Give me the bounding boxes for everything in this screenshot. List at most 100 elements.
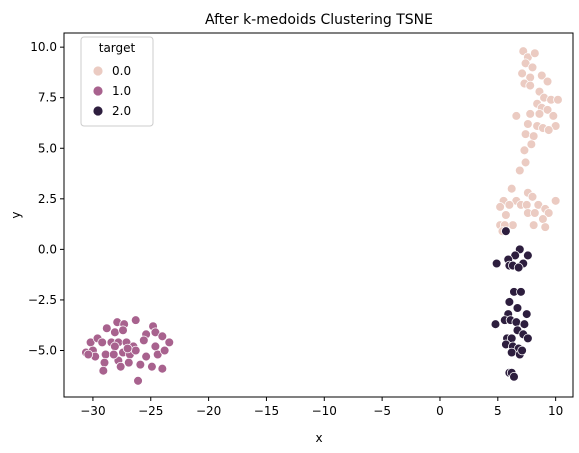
- data-point-series-0-50: [508, 220, 518, 230]
- y-tick-label: 5.0: [38, 141, 57, 155]
- y-tick-label: 7.5: [38, 91, 57, 105]
- data-point-series-2-9: [513, 262, 524, 273]
- data-point-series-0-35: [527, 192, 538, 202]
- data-point-series-0-25: [550, 121, 561, 131]
- data-point-series-0-49: [538, 214, 548, 224]
- legend-label-0: 0.0: [112, 64, 131, 78]
- data-point-series-0-53: [528, 220, 539, 230]
- data-point-series-0-43: [550, 196, 561, 206]
- legend-label-1: 1.0: [112, 84, 131, 98]
- data-point-series-0-54: [540, 222, 551, 232]
- data-point-series-2-0: [501, 226, 511, 236]
- data-point-series-1-3: [102, 323, 112, 334]
- data-point-series-0-27: [528, 131, 539, 141]
- legend-marker-0: [92, 65, 104, 77]
- x-tick-label: −25: [138, 404, 163, 418]
- data-point-series-2-2: [523, 250, 533, 261]
- data-point-series-2-19: [519, 319, 530, 329]
- data-point-series-1-21: [164, 337, 175, 348]
- data-point-series-1-23: [100, 349, 111, 360]
- data-point-series-0-30: [519, 145, 530, 156]
- data-point-series-2-11: [516, 287, 526, 297]
- x-tick-label: 0: [436, 404, 444, 418]
- data-point-series-2-3: [510, 250, 520, 261]
- y-tick-label: −5.0: [28, 343, 57, 357]
- x-tick-label: −20: [196, 404, 221, 418]
- data-point-series-0-22: [523, 119, 533, 129]
- data-point-series-1-11: [157, 331, 168, 342]
- data-point-series-0-2: [530, 48, 540, 58]
- x-tick-label: 5: [494, 404, 502, 418]
- data-point-series-2-34: [509, 372, 519, 382]
- data-point-series-1-40: [133, 376, 143, 386]
- x-tick-label: −5: [373, 404, 391, 418]
- data-point-series-1-27: [130, 345, 141, 356]
- x-tick-label: −10: [312, 404, 337, 418]
- chart-title: After k-medoids Clustering TSNE: [205, 12, 433, 28]
- x-axis-label: x: [315, 431, 322, 445]
- data-point-series-1-41: [108, 349, 119, 360]
- legend-marker-2: [92, 105, 104, 117]
- data-point-series-0-10: [542, 76, 553, 87]
- data-point-series-2-29: [506, 347, 517, 358]
- data-point-series-1-24: [110, 341, 120, 352]
- data-point-series-2-15: [521, 309, 532, 319]
- legend: target 0.0 1.0 2.0: [80, 36, 154, 127]
- data-point-series-1-19: [139, 335, 149, 346]
- legend-label-2: 2.0: [112, 104, 131, 118]
- data-point-series-1-37: [157, 363, 168, 374]
- data-point-series-1-30: [159, 345, 170, 356]
- data-point-series-2-18: [511, 317, 522, 327]
- data-point-series-1-7: [110, 327, 120, 338]
- data-point-series-0-38: [504, 200, 515, 210]
- data-point-series-0-8: [525, 80, 535, 91]
- points-layer: [81, 46, 563, 386]
- data-point-series-1-14: [97, 337, 107, 348]
- data-point-series-0-31: [520, 157, 531, 168]
- data-point-series-2-20: [490, 319, 501, 329]
- data-point-series-1-31: [83, 349, 94, 360]
- data-point-series-2-5: [491, 258, 502, 269]
- data-point-series-0-33: [506, 183, 517, 194]
- data-point-series-0-28: [543, 125, 554, 135]
- data-point-series-0-3: [520, 58, 531, 69]
- legend-title: target: [99, 41, 136, 55]
- data-point-series-0-21: [548, 111, 559, 121]
- y-axis: −5.0 −2.5 0.0 2.5 5.0 7.5 10.0: [28, 40, 64, 357]
- data-point-series-0-9: [536, 70, 547, 81]
- x-tick-label: −15: [254, 404, 279, 418]
- data-point-series-0-19: [525, 109, 535, 119]
- y-axis-label: y: [9, 211, 23, 218]
- y-tick-label: 0.0: [38, 242, 57, 256]
- data-point-series-1-36: [147, 361, 157, 372]
- legend-box: [80, 36, 154, 127]
- plot-frame: [63, 32, 574, 398]
- data-point-series-1-28: [141, 351, 151, 362]
- data-point-series-0-47: [530, 208, 540, 218]
- y-tick-label: 2.5: [38, 192, 57, 206]
- data-point-series-1-20: [150, 341, 161, 352]
- data-point-series-1-0: [130, 315, 141, 325]
- data-point-series-1-35: [135, 359, 146, 370]
- data-point-series-0-32: [515, 165, 525, 176]
- data-point-series-2-12: [504, 297, 515, 307]
- data-point-series-0-17: [542, 105, 553, 115]
- data-point-series-0-26: [520, 129, 531, 139]
- data-point-series-1-39: [115, 361, 126, 372]
- data-point-series-0-14: [553, 94, 563, 105]
- data-point-series-2-31: [517, 345, 527, 356]
- data-point-series-2-25: [523, 333, 533, 344]
- x-tick-label: −30: [80, 404, 105, 418]
- data-point-series-0-45: [501, 210, 511, 220]
- data-point-series-0-48: [543, 208, 554, 218]
- legend-marker-1: [92, 85, 104, 97]
- x-axis: −30 −25 −20 −15 −10 −5 0 5 10: [80, 397, 563, 418]
- data-point-series-0-40: [521, 200, 532, 210]
- data-point-series-1-42: [122, 343, 133, 354]
- data-point-series-0-4: [527, 62, 538, 73]
- y-tick-label: 10.0: [30, 40, 57, 54]
- data-point-series-0-18: [511, 111, 522, 121]
- data-point-series-0-44: [495, 202, 505, 212]
- data-point-series-2-14: [512, 303, 523, 313]
